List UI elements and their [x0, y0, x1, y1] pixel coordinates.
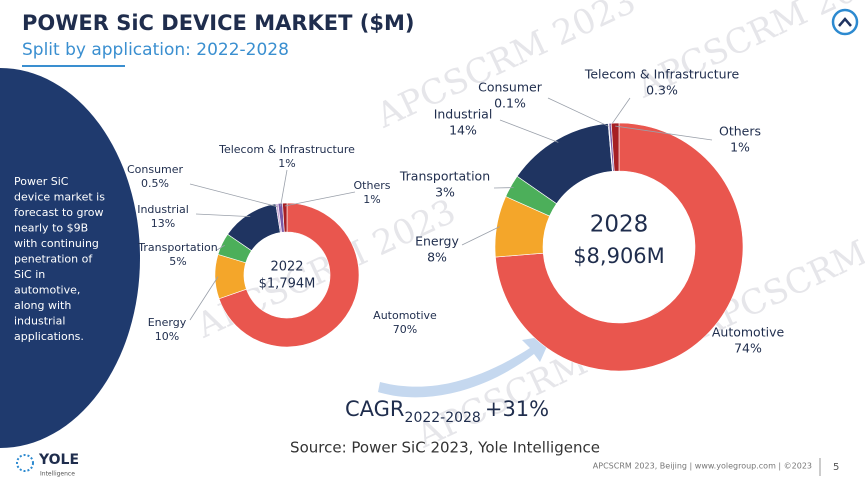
- slice-value-label: 10%: [155, 330, 179, 343]
- slice-value-label: 1%: [278, 157, 295, 170]
- slice-label: Energy: [415, 234, 459, 249]
- sidebar-line: Power SiC: [14, 175, 69, 188]
- cagr-period: 2022-2028: [405, 410, 481, 426]
- slice-value-label: 14%: [449, 123, 477, 138]
- slice-label: Energy: [148, 316, 187, 329]
- sidebar-line: nearly to $9B: [14, 222, 88, 235]
- slice-value-label: 1%: [730, 140, 750, 155]
- leader-line: [284, 191, 356, 207]
- leader-line: [547, 97, 609, 127]
- slice-value-label: 1%: [363, 193, 380, 206]
- slice-label: Automotive: [373, 309, 437, 322]
- slice-label: Industrial: [137, 203, 189, 216]
- slice-label: Transportation: [399, 169, 490, 184]
- growth-arrow: [378, 335, 552, 398]
- slice-label: Others: [719, 124, 761, 139]
- slice-label: Consumer: [478, 80, 543, 95]
- center-label: 2022: [270, 260, 303, 275]
- leader-line: [189, 183, 278, 208]
- slice-value-label: 74%: [734, 341, 762, 356]
- donut-slice: [610, 122, 620, 172]
- center-label: 2028: [590, 212, 649, 238]
- slice-value-label: 13%: [151, 217, 175, 230]
- slice-label: Industrial: [434, 107, 493, 122]
- cagr-value: +31%: [485, 397, 549, 421]
- source: Source: Power SiC 2023, Yole Intelligenc…: [290, 439, 600, 457]
- leader-line: [461, 226, 500, 246]
- slice-value-label: 3%: [435, 185, 455, 200]
- title: POWER SiC DEVICE MARKET ($M): [22, 11, 414, 35]
- sidebar-line: device market is: [14, 191, 105, 204]
- slice-label: Others: [354, 179, 391, 192]
- slice-label: Consumer: [127, 163, 184, 176]
- leader-line: [499, 119, 559, 143]
- nav-button[interactable]: [831, 8, 859, 36]
- nav-icon: [838, 17, 852, 27]
- sidebar-line: with continuing: [14, 237, 99, 250]
- total-label: $1,794M: [259, 277, 316, 292]
- cagr: CAGR2022-2028 +31%: [345, 397, 549, 426]
- leader-line: [216, 244, 225, 251]
- leader-line: [280, 169, 288, 207]
- donut-slice: [218, 202, 360, 348]
- slice-value-label: 0.3%: [646, 83, 678, 98]
- donut-slice: [282, 202, 288, 233]
- logo: YOLE: [38, 452, 79, 468]
- slice-label: Automotive: [712, 325, 785, 340]
- sidebar-line: SiC in: [14, 268, 45, 281]
- slice-value-label: 0.1%: [494, 96, 526, 111]
- slice-value-label: 8%: [427, 250, 447, 265]
- slice-label: Telecom & Infrastructure: [584, 67, 740, 82]
- page-number: 5: [833, 462, 839, 473]
- logo-sub: Intelligence: [40, 471, 75, 478]
- sidebar-shape: [0, 68, 140, 448]
- cagr-label: CAGR: [345, 397, 405, 421]
- leader-line: [189, 276, 219, 321]
- total-label: $8,906M: [573, 244, 665, 268]
- slice-value-label: 0.5%: [141, 177, 169, 190]
- sidebar-line: along with: [14, 299, 71, 312]
- slice-value-label: 70%: [393, 323, 417, 336]
- logo-icon: [16, 454, 34, 472]
- sidebar-line: automotive,: [14, 284, 80, 297]
- sidebar-line: applications.: [14, 330, 84, 343]
- slice-label: Transportation: [137, 241, 217, 254]
- slice-label: Telecom & Infrastructure: [218, 143, 355, 156]
- subtitle: Split by application: 2022-2028: [22, 40, 289, 60]
- leader-line: [195, 213, 251, 218]
- donut-slice: [495, 122, 744, 372]
- footer: APCSCRM 2023, Beijing | www.yolegroup.co…: [593, 462, 812, 471]
- sidebar-line: forecast to grow: [14, 206, 104, 219]
- sidebar-line: penetration of: [14, 253, 93, 266]
- leader-line: [615, 125, 713, 141]
- sidebar-text: Power SiC device market is forecast to gro…: [14, 175, 105, 343]
- leader-line: [609, 97, 631, 127]
- sidebar-line: industrial: [14, 315, 65, 328]
- slice-value-label: 5%: [169, 255, 186, 268]
